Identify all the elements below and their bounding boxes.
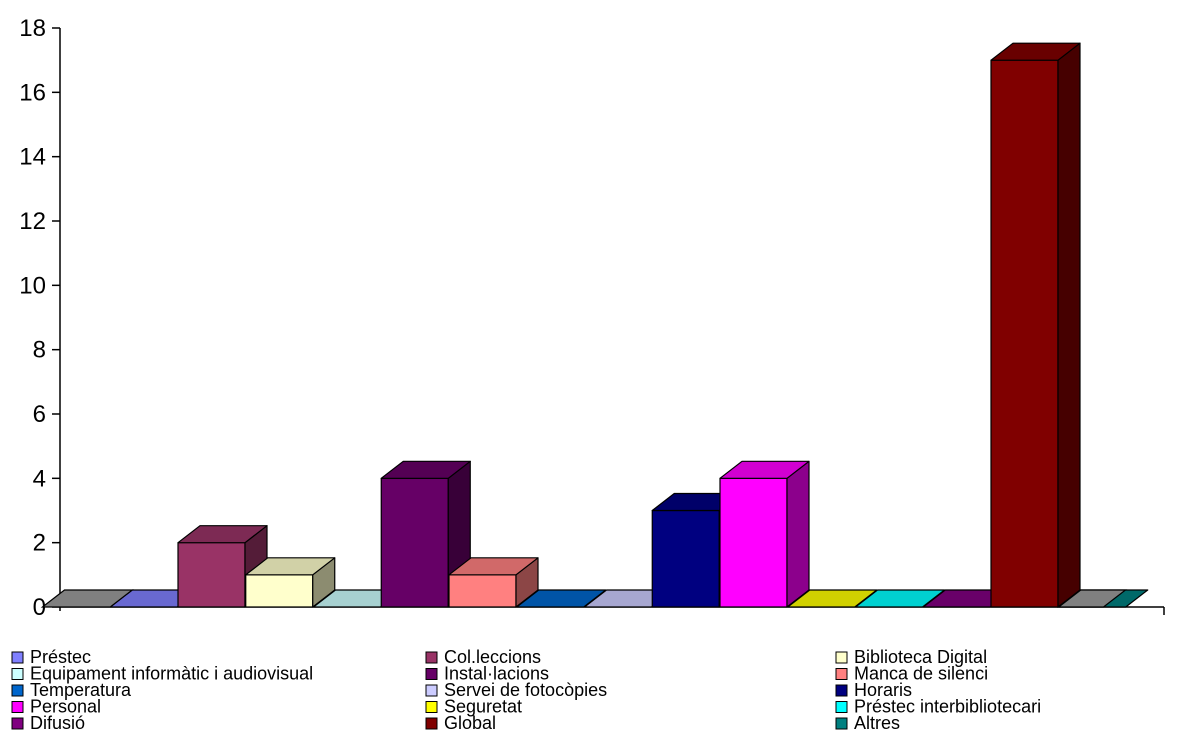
legend-entry-14: Global	[444, 713, 496, 733]
bar-front	[177, 542, 246, 608]
legend-swatch-14	[425, 717, 438, 730]
y-tick-label: 14	[19, 144, 46, 171]
legend-swatch-1	[11, 651, 24, 664]
y-tick-label: 12	[19, 208, 46, 235]
legend-swatch-7	[11, 684, 24, 697]
bar-front	[651, 509, 720, 608]
bar-front	[990, 59, 1059, 608]
bar-top	[245, 557, 336, 576]
y-tick-label: 8	[33, 337, 46, 364]
bar-top	[990, 42, 1081, 61]
bar-top	[177, 525, 268, 544]
y-tick-label: 2	[33, 530, 46, 557]
y-tick-label: 4	[33, 465, 46, 492]
bar-top	[448, 557, 539, 576]
legend-swatch-8	[425, 684, 438, 697]
legend-entry-4: Equipament informàtic i audiovisual	[30, 664, 313, 684]
legend-entry-15: Altres	[854, 713, 900, 733]
bar-top	[719, 460, 810, 479]
bar-front	[380, 477, 449, 608]
legend-entry-13: Difusió	[30, 713, 85, 733]
bar-top	[380, 460, 471, 479]
y-tick-label: 0	[33, 594, 46, 621]
legend-entry-2: Col.leccions	[444, 647, 541, 667]
y-tick-label: 6	[33, 401, 46, 428]
bar-14	[990, 42, 1081, 608]
legend-entry-5: Instal·lacions	[444, 664, 549, 684]
legend-entry-11: Seguretat	[444, 697, 522, 717]
legend-swatch-9	[835, 684, 848, 697]
floor-slab-start	[40, 589, 135, 608]
bar-side	[786, 460, 810, 608]
legend-swatch-3	[835, 651, 848, 664]
legend-entry-8: Servei de fotocòpies	[444, 680, 607, 700]
legend-swatch-5	[425, 668, 438, 680]
legend-swatch-13	[11, 717, 24, 730]
legend-swatch-12	[835, 701, 848, 713]
legend-swatch-15	[835, 717, 848, 730]
legend-entry-12: Préstec interbibliotecari	[854, 697, 1041, 717]
chart-bars	[40, 42, 1149, 608]
legend-entry-10: Personal	[30, 697, 101, 717]
bar-side	[1057, 42, 1081, 608]
legend-swatch-2	[425, 651, 438, 664]
y-tick-label: 18	[19, 15, 46, 42]
y-tick-label: 10	[19, 272, 46, 299]
floor-slab-end	[1056, 589, 1128, 608]
legend-swatch-10	[11, 701, 24, 713]
legend-swatch-4	[11, 668, 24, 680]
legend-entry-3: Biblioteca Digital	[854, 647, 987, 667]
bar-10	[719, 460, 810, 608]
bar-front	[448, 574, 517, 608]
legend-swatch-11	[425, 701, 438, 713]
legend-swatch-6	[835, 668, 848, 680]
bar-front	[245, 574, 314, 608]
legend-entry-7: Temperatura	[30, 680, 132, 700]
bar-3	[245, 557, 336, 608]
y-tick-label: 16	[19, 79, 46, 106]
legend-entry-6: Manca de silenci	[854, 664, 988, 684]
bar-6	[448, 557, 539, 608]
chart-legend: Préstec Col.leccions Biblioteca Digital Equ…	[11, 647, 1041, 733]
legend-entry-1: Préstec	[30, 647, 91, 667]
legend-entry-9: Horaris	[854, 680, 912, 700]
bar-front	[719, 477, 788, 608]
